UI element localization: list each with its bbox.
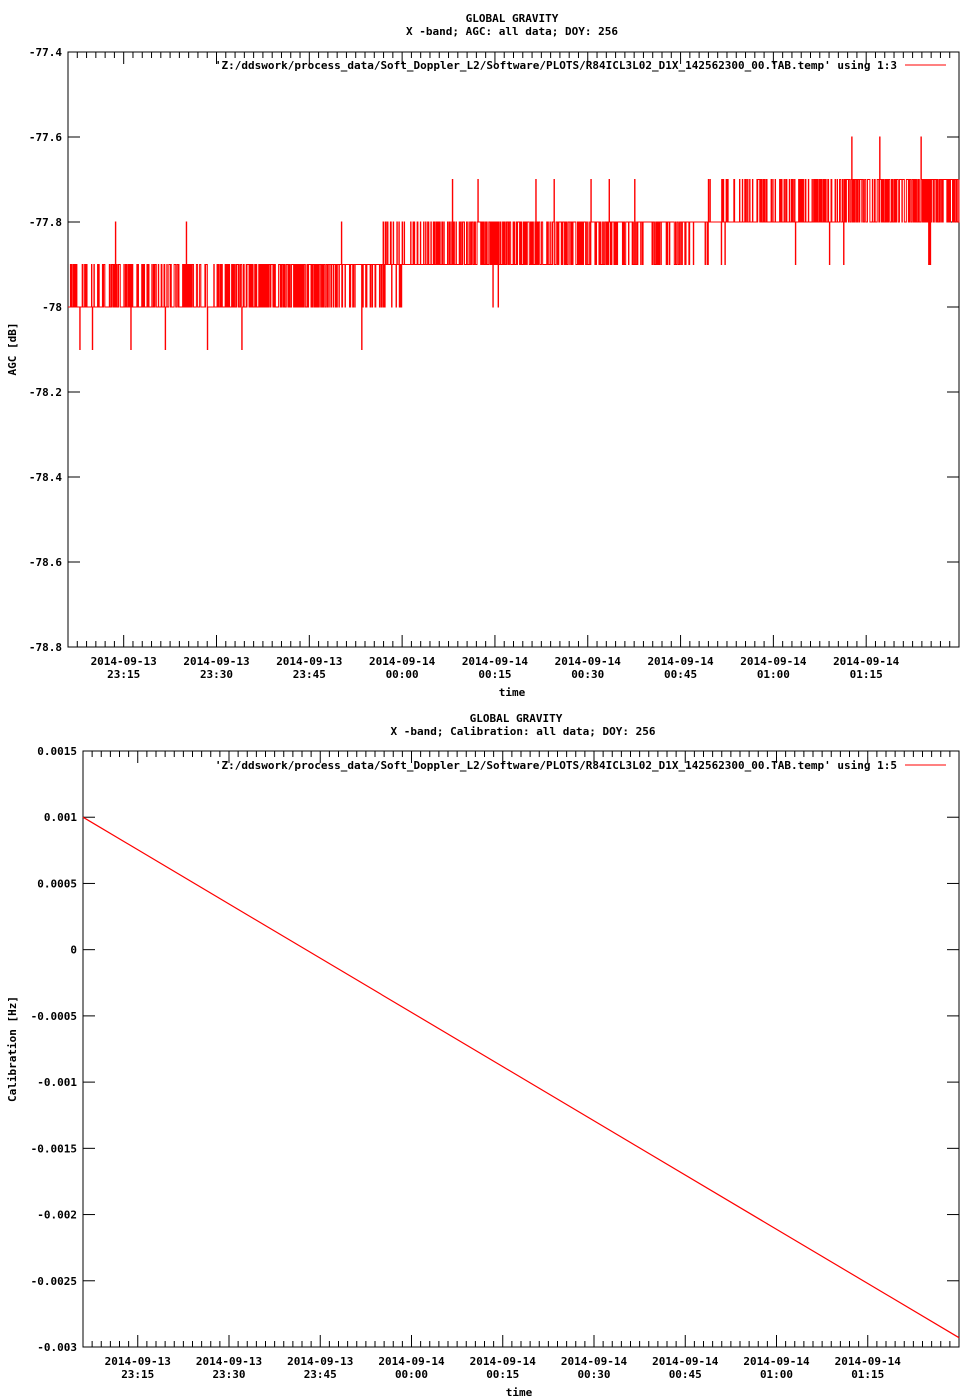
chart1-subtitle: X -band; AGC: all data; DOY: 256 <box>406 25 618 38</box>
x-tick-date-label: 2014-09-13 <box>105 1355 171 1368</box>
chart1-plot-frame <box>67 51 960 648</box>
x-tick-date-label: 2014-09-14 <box>647 655 714 668</box>
x-tick-time-label: 00:15 <box>478 668 511 681</box>
y-tick-label: -0.001 <box>37 1076 77 1089</box>
x-tick-date-label: 2014-09-14 <box>833 655 900 668</box>
chart2-subtitle: X -band; Calibration: all data; DOY: 256 <box>391 725 656 738</box>
x-tick-time-label: 01:15 <box>851 1368 884 1381</box>
y-tick-label: -0.0015 <box>31 1142 77 1155</box>
x-tick-time-label: 23:45 <box>293 668 326 681</box>
chart2-title: GLOBAL GRAVITY <box>470 712 563 725</box>
x-tick-time-label: 00:15 <box>486 1368 519 1381</box>
x-tick-time-label: 01:00 <box>757 668 790 681</box>
x-tick-time-label: 23:15 <box>107 668 140 681</box>
x-tick-date-label: 2014-09-14 <box>462 655 529 668</box>
agc-chart: GLOBAL GRAVITY X -band; AGC: all data; D… <box>6 12 960 699</box>
x-tick-date-label: 2014-09-14 <box>369 655 436 668</box>
y-tick-label: 0.0015 <box>37 745 77 758</box>
y-tick-label: 0.0005 <box>37 877 77 890</box>
chart1-legend-label: 'Z:/ddswork/process_data/Soft_Doppler_L2… <box>215 59 897 72</box>
chart1-ylabel: AGC [dB] <box>6 323 19 376</box>
x-tick-time-label: 23:30 <box>200 668 233 681</box>
y-tick-label: -78.8 <box>29 641 62 654</box>
y-tick-label: -78.6 <box>29 556 62 569</box>
y-tick-label: 0.001 <box>44 811 77 824</box>
x-tick-date-label: 2014-09-13 <box>183 655 249 668</box>
calibration-chart: GLOBAL GRAVITY X -band; Calibration: all… <box>6 712 960 1399</box>
agc-series-line <box>68 136 960 350</box>
x-tick-date-label: 2014-09-14 <box>470 1355 537 1368</box>
y-tick-label: -0.002 <box>37 1209 77 1222</box>
x-tick-date-label: 2014-09-13 <box>196 1355 262 1368</box>
y-tick-label: -78 <box>42 301 62 314</box>
y-tick-label: -77.4 <box>29 46 62 59</box>
chart1-title: GLOBAL GRAVITY <box>466 12 559 25</box>
calibration-series-line <box>82 816 960 1339</box>
y-tick-label: -77.8 <box>29 216 62 229</box>
y-tick-label: -77.6 <box>29 131 62 144</box>
x-tick-date-label: 2014-09-14 <box>835 1355 902 1368</box>
x-tick-time-label: 00:45 <box>669 1368 702 1381</box>
x-tick-date-label: 2014-09-14 <box>652 1355 719 1368</box>
y-tick-label: -78.4 <box>29 471 62 484</box>
x-tick-time-label: 00:00 <box>386 668 419 681</box>
x-tick-date-label: 2014-09-14 <box>561 1355 628 1368</box>
x-tick-time-label: 00:30 <box>571 668 604 681</box>
y-tick-label: -0.0005 <box>31 1010 77 1023</box>
x-tick-time-label: 00:30 <box>577 1368 610 1381</box>
chart2-xlabel: time <box>506 1386 533 1399</box>
x-tick-date-label: 2014-09-14 <box>555 655 622 668</box>
x-tick-time-label: 23:45 <box>304 1368 337 1381</box>
y-tick-label: -0.0025 <box>31 1275 77 1288</box>
x-tick-date-label: 2014-09-14 <box>743 1355 810 1368</box>
chart2-ylabel: Calibration [Hz] <box>6 996 19 1102</box>
y-tick-label: -0.003 <box>37 1341 77 1354</box>
x-tick-date-label: 2014-09-13 <box>287 1355 353 1368</box>
x-tick-time-label: 23:15 <box>121 1368 154 1381</box>
chart1-xlabel: time <box>499 686 526 699</box>
y-tick-label: 0 <box>70 944 77 957</box>
x-tick-time-label: 00:00 <box>395 1368 428 1381</box>
chart2-legend-label: 'Z:/ddswork/process_data/Soft_Doppler_L2… <box>215 759 897 772</box>
y-tick-label: -78.2 <box>29 386 62 399</box>
x-tick-time-label: 23:30 <box>212 1368 245 1381</box>
x-tick-date-label: 2014-09-14 <box>378 1355 445 1368</box>
x-tick-date-label: 2014-09-13 <box>91 655 157 668</box>
x-tick-date-label: 2014-09-13 <box>276 655 342 668</box>
x-tick-time-label: 01:15 <box>850 668 883 681</box>
x-tick-time-label: 01:00 <box>760 1368 793 1381</box>
chart2-plot-frame <box>82 750 960 1348</box>
x-tick-time-label: 00:45 <box>664 668 697 681</box>
x-tick-date-label: 2014-09-14 <box>740 655 807 668</box>
